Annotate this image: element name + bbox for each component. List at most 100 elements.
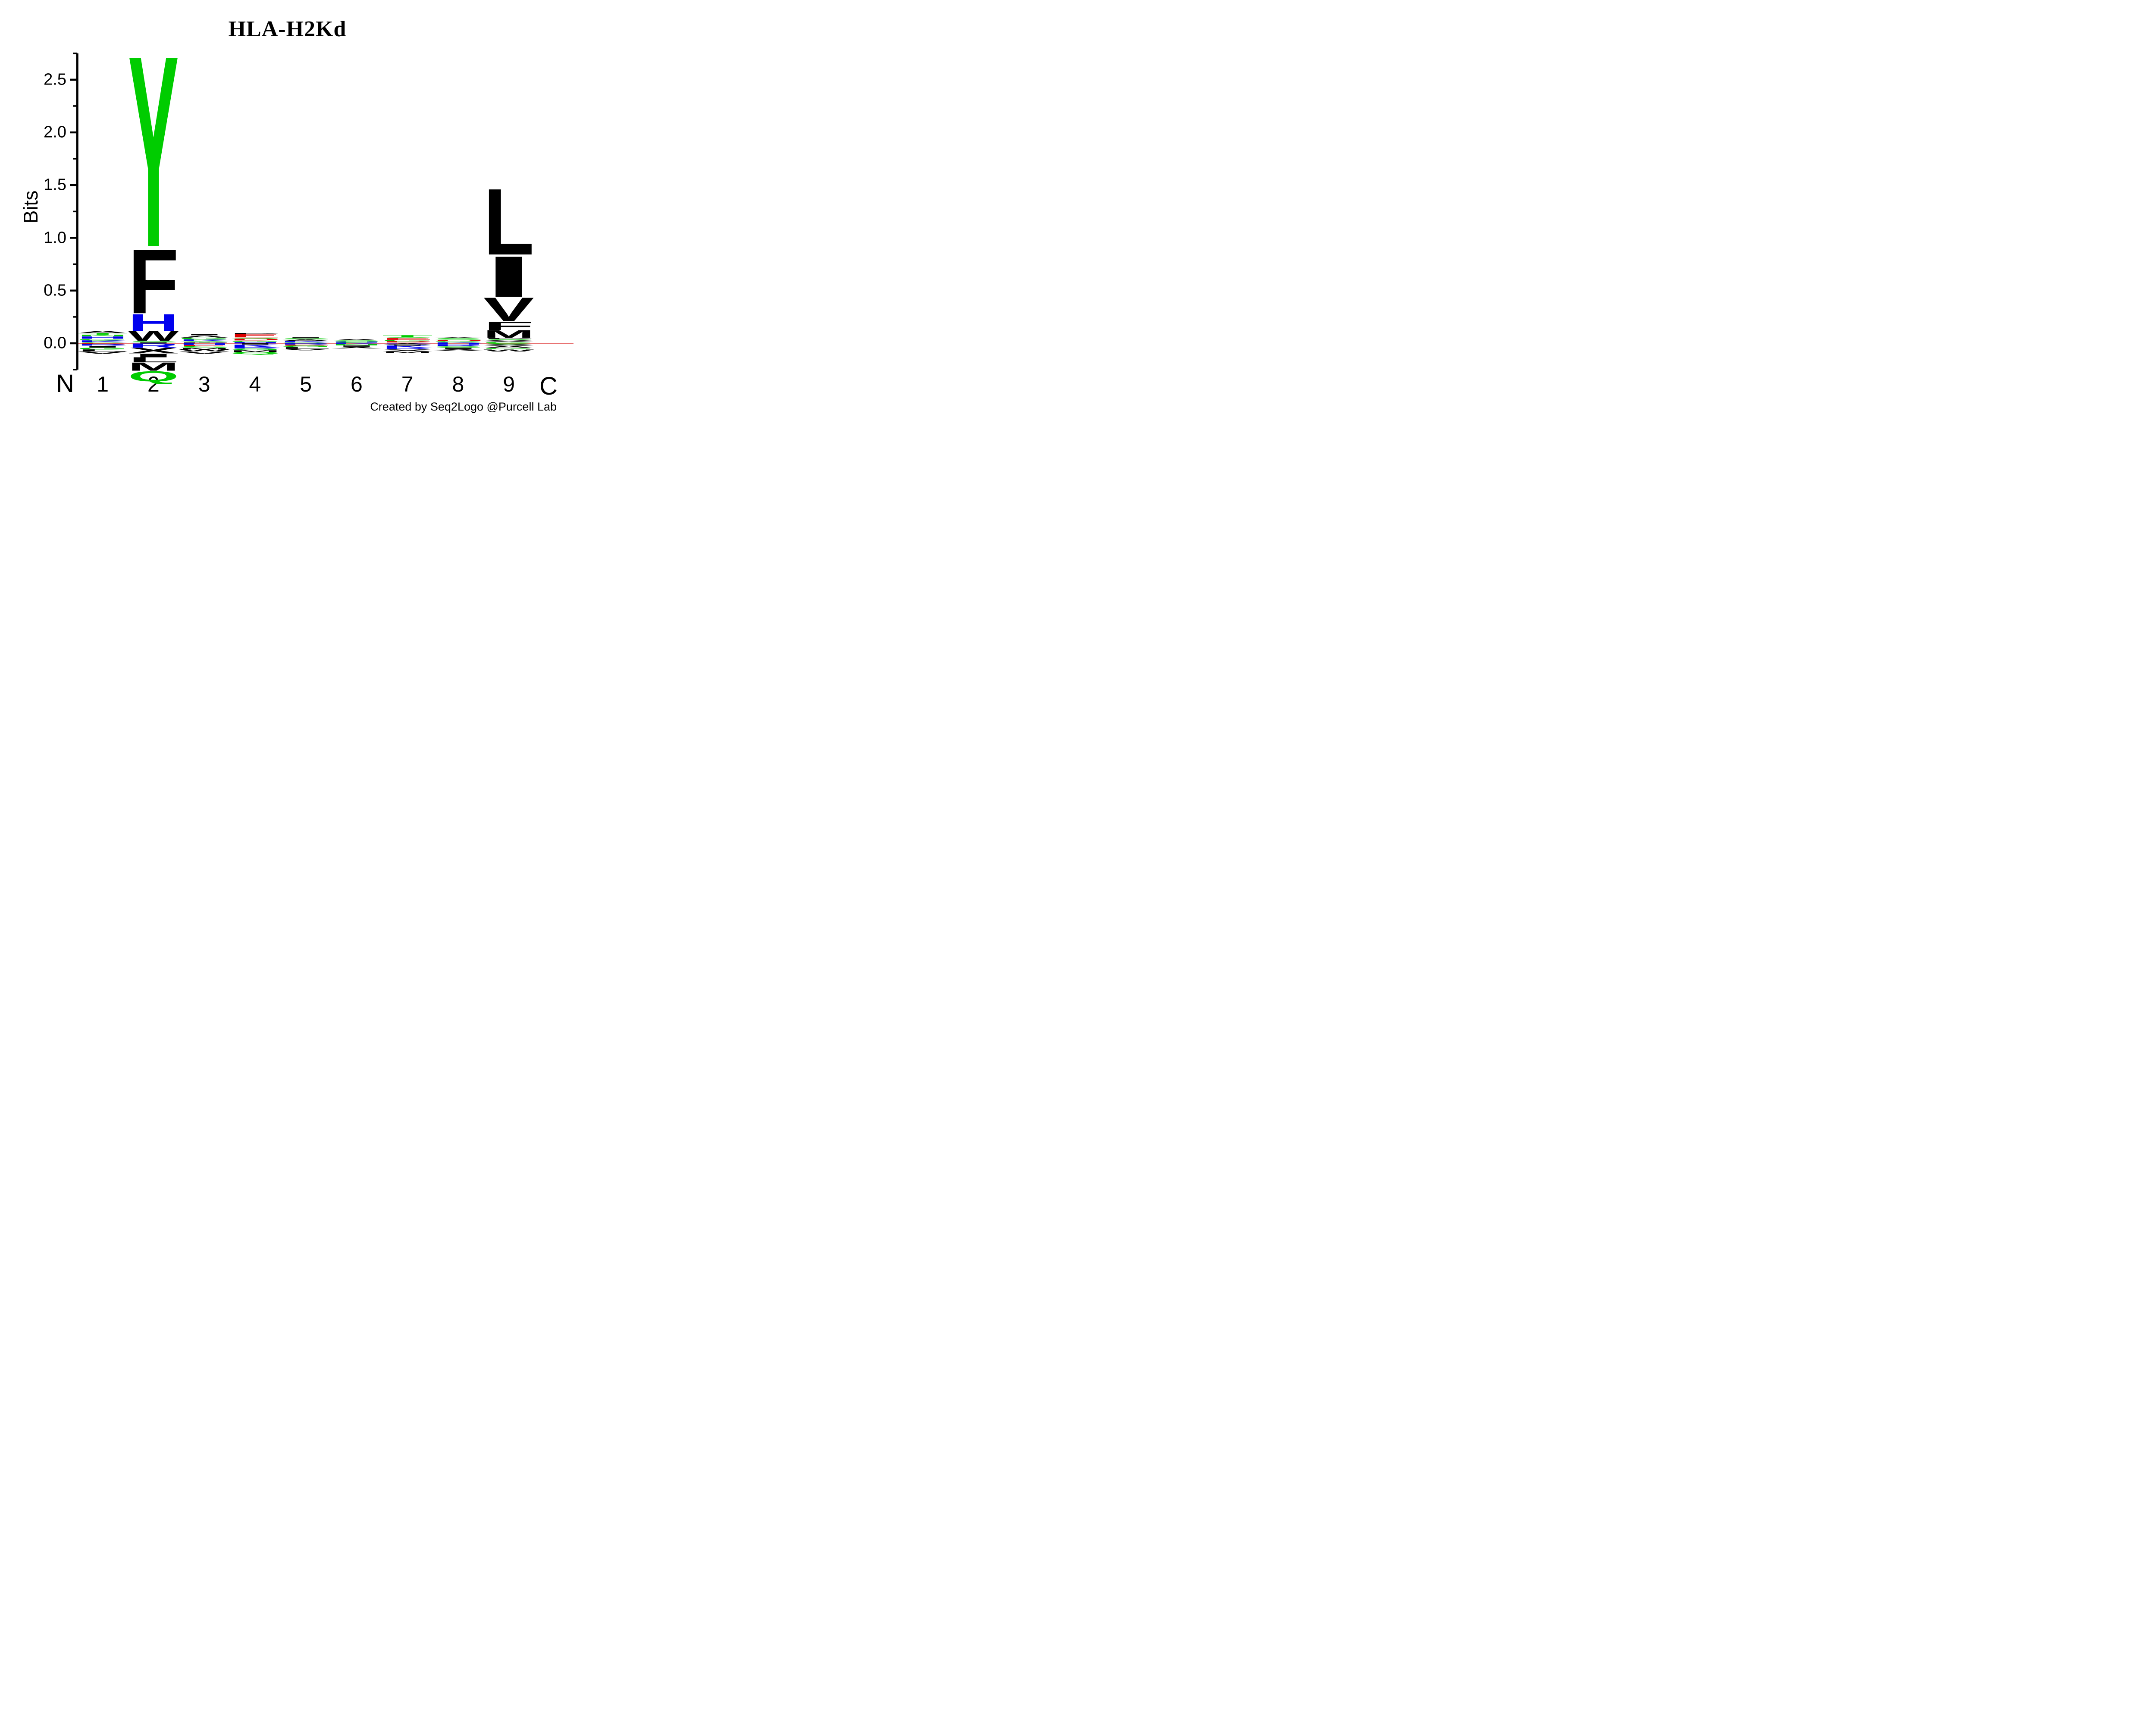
logo-letter-M: M <box>382 351 433 353</box>
svg-text:G: G <box>483 342 534 344</box>
y-tick-label-2.5: 2.5 <box>44 70 66 89</box>
logo-letter-S: S <box>433 338 484 340</box>
svg-text:M: M <box>483 328 534 341</box>
svg-text:G: G <box>230 348 281 350</box>
svg-text:L: L <box>77 349 128 352</box>
svg-text:E: E <box>382 338 433 340</box>
logo-letter-R: R <box>280 343 331 345</box>
svg-text:G: G <box>179 337 230 340</box>
logo-letter-H: H <box>77 336 128 339</box>
logo-letter-W: W <box>179 349 230 352</box>
logo-letter-D: D <box>433 339 484 341</box>
y-axis <box>70 52 78 370</box>
svg-text:X: X <box>483 340 534 342</box>
svg-text:M: M <box>230 350 281 353</box>
svg-text:H: H <box>179 343 230 345</box>
svg-text:E: E <box>280 344 331 346</box>
svg-text:S: S <box>179 345 230 348</box>
svg-text:I: I <box>77 345 128 348</box>
svg-text:Y: Y <box>179 341 230 342</box>
svg-text:A: A <box>331 339 382 340</box>
svg-text:L: L <box>280 347 331 349</box>
logo-letter-H: H <box>128 309 179 336</box>
logo-letter-A: A <box>280 339 331 341</box>
svg-text:V: V <box>280 348 331 351</box>
svg-text:S: S <box>77 342 128 344</box>
logo-letter-L: L <box>483 169 534 274</box>
svg-text:A: A <box>77 330 128 333</box>
logo-letter-Y: Y <box>128 0 179 304</box>
logo-letter-P: P <box>179 342 230 344</box>
svg-text:V: V <box>483 291 534 328</box>
logo-letter-K: K <box>382 345 433 349</box>
svg-text:S: S <box>433 338 484 340</box>
logo-letter-A: A <box>77 330 128 333</box>
logo-letter-G: G <box>77 339 128 341</box>
logo-letter-S: S <box>128 341 179 342</box>
svg-text:X: X <box>331 346 382 349</box>
svg-text:R: R <box>382 348 433 350</box>
logo-letter-G: G <box>331 340 382 342</box>
logo-letter-I: I <box>128 353 179 358</box>
logo-letter-M: M <box>128 361 179 373</box>
svg-text:X: X <box>483 344 534 346</box>
svg-text:K: K <box>433 342 484 344</box>
svg-text:K: K <box>382 342 433 343</box>
svg-text:N: N <box>77 334 128 337</box>
zero-baseline <box>77 343 573 344</box>
footer-credit: Created by Seq2Logo @Purcell Lab <box>370 400 557 413</box>
svg-text:E: E <box>179 345 230 346</box>
logo-letter-R: R <box>77 344 128 346</box>
svg-text:A: A <box>382 343 433 345</box>
svg-text:H: H <box>128 309 179 336</box>
svg-text:G: G <box>280 342 331 344</box>
svg-text:W: W <box>179 349 230 352</box>
svg-text:F: F <box>483 319 534 332</box>
logo-letter-S: S <box>230 337 281 339</box>
svg-text:W: W <box>483 349 534 352</box>
logo-letter-F: F <box>483 319 534 332</box>
logo-letter-F: F <box>128 231 179 333</box>
svg-text:X: X <box>382 349 433 352</box>
logo-letter-Q: Q <box>128 368 179 385</box>
logo-letter-I: I <box>280 337 331 339</box>
svg-text:A: A <box>433 337 484 339</box>
svg-text:I: I <box>128 353 179 358</box>
logo-letter-N: N <box>77 334 128 337</box>
logo-letter-K: K <box>77 340 128 343</box>
logo-letter-V: V <box>179 351 230 354</box>
logo-letter-E: E <box>179 345 230 346</box>
svg-text:E: E <box>77 343 128 345</box>
svg-text:S: S <box>128 341 179 342</box>
logo-letter-S: S <box>77 342 128 344</box>
svg-text:M: M <box>179 348 230 350</box>
logo-letter-I: I <box>483 244 534 309</box>
svg-text:R: R <box>230 347 281 349</box>
logo-letter-T: T <box>382 335 433 337</box>
logo-letter-I: I <box>77 345 128 348</box>
x-position-label-6: 6 <box>350 372 363 396</box>
logo-letter-I: I <box>179 334 230 336</box>
logo-letter-G: G <box>280 342 331 344</box>
logo-letter-L: L <box>280 347 331 349</box>
n-terminus-label: N <box>56 370 74 398</box>
svg-text:X: X <box>128 346 179 355</box>
x-position-label-1: 1 <box>97 372 109 396</box>
svg-text:S: S <box>331 342 382 344</box>
logo-letter-D: D <box>230 338 281 341</box>
x-position-label-2: 2 <box>147 372 160 396</box>
svg-text:G: G <box>433 346 484 348</box>
logo-letter-Q: Q <box>230 351 281 355</box>
logo-letter-G: G <box>230 348 281 350</box>
logo-letter-V: V <box>280 348 331 351</box>
y-tick-label-1.5: 1.5 <box>44 176 66 194</box>
logo-letter-L: L <box>128 356 179 364</box>
svg-text:Q: Q <box>230 351 281 355</box>
svg-text:A: A <box>483 345 534 348</box>
logo-letter-K: K <box>433 342 484 344</box>
logo-letter-R: R <box>128 342 179 349</box>
svg-text:V: V <box>179 351 230 354</box>
logo-letter-X: X <box>128 346 179 355</box>
x-position-label-9: 9 <box>503 372 515 396</box>
svg-text:G: G <box>280 345 331 348</box>
